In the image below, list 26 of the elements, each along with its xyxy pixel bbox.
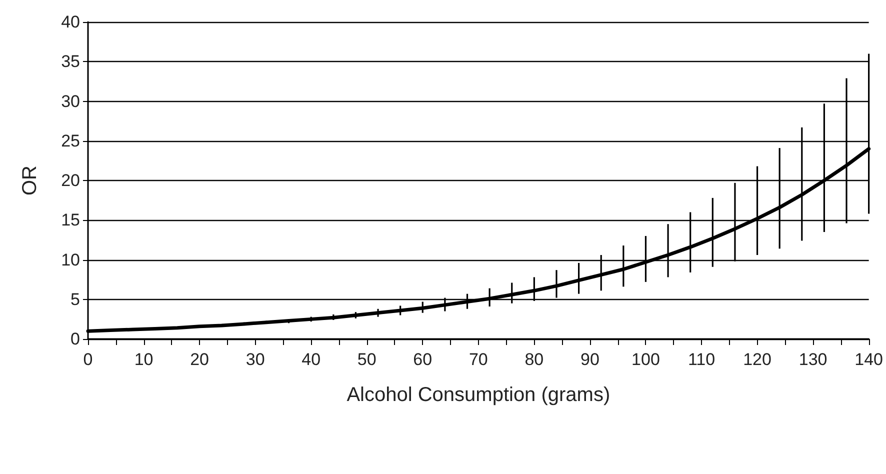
y-tick-label: 15: [61, 210, 80, 230]
x-tick-label: 100: [632, 350, 660, 369]
x-tick-label: 50: [357, 350, 376, 369]
y-tick-label: 25: [61, 131, 80, 150]
x-tick-label: 30: [246, 350, 265, 369]
x-tick-label: 110: [688, 350, 716, 369]
x-tick-label: 80: [524, 350, 544, 369]
x-axis-title: Alcohol Consumption (grams): [346, 384, 610, 406]
y-tick-label: 30: [61, 92, 80, 111]
y-tick-label: 10: [61, 250, 80, 270]
y-tick-label: 35: [61, 52, 80, 72]
x-tick-label: 10: [134, 350, 154, 369]
x-tick-label: 90: [580, 350, 600, 369]
x-tick-label: 60: [413, 350, 432, 369]
x-tick-label: 20: [190, 350, 210, 369]
x-tick-label: 140: [854, 350, 884, 369]
y-axis-title: OR: [19, 166, 41, 196]
x-tick-label: 70: [468, 350, 488, 369]
y-tick-label: 20: [61, 171, 80, 190]
x-tick-label: 0: [83, 350, 93, 369]
x-tick-label: 40: [302, 350, 321, 369]
y-tick-label: 40: [61, 12, 80, 32]
x-tick-label: 120: [743, 350, 772, 369]
y-tick-label: 5: [70, 290, 80, 309]
x-tick-label: 130: [798, 350, 828, 369]
y-tick-label: 0: [70, 330, 80, 348]
